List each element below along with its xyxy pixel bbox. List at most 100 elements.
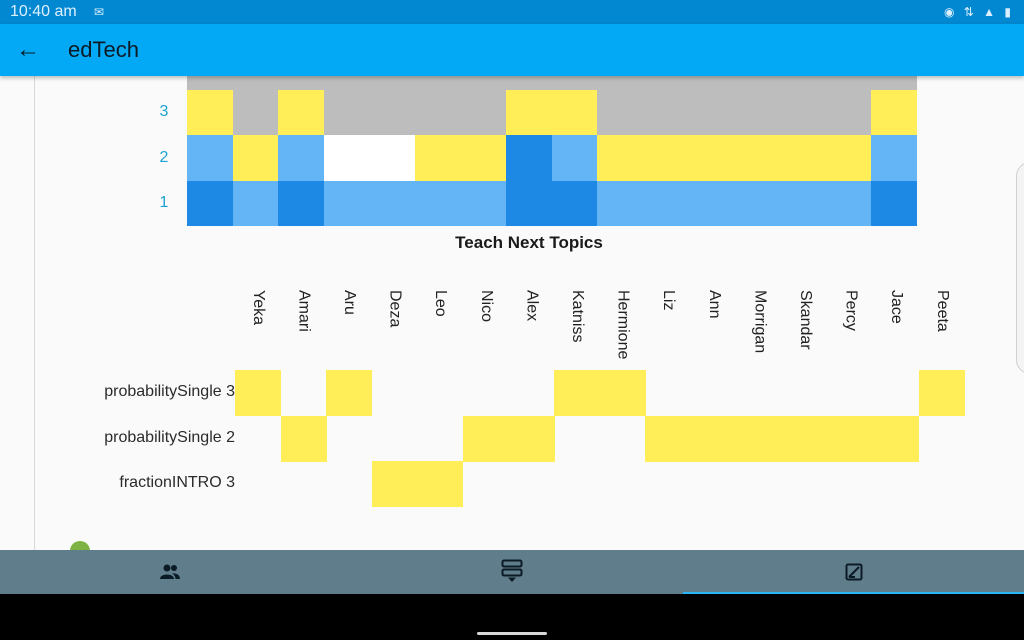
heatmap-cell [187, 89, 234, 136]
matrix-cell [873, 415, 920, 462]
heatmap-cell [323, 76, 370, 90]
student-column-label: Alex [523, 290, 541, 322]
heatmap-cell [597, 89, 644, 136]
heatmap-cell [643, 180, 690, 227]
student-column-label: Nico [477, 290, 495, 323]
matrix-cell [417, 461, 464, 508]
content-divider [34, 76, 35, 550]
heatmap-cell [506, 76, 553, 90]
heatmap-cell [643, 134, 690, 181]
heatmap-cell [734, 89, 781, 136]
heatmap-cell [871, 89, 918, 136]
heatmap-cell [597, 76, 644, 90]
student-column-label: Aru [341, 290, 358, 315]
student-column-label: Amari [295, 290, 313, 332]
student-column-label: Liz [660, 290, 678, 311]
heatmap-cell [688, 134, 735, 181]
heatmap-cell [551, 89, 598, 136]
heatmap-cell [187, 180, 234, 227]
student-column-label: Morrigan [751, 290, 769, 354]
matrix-cell [371, 461, 418, 508]
level-tick-label: 3 [159, 103, 169, 120]
student-column-label: Katniss [569, 290, 586, 343]
heatmap-cell [415, 180, 462, 227]
heatmap-cell [278, 180, 325, 227]
student-column-label: Percy [842, 290, 860, 331]
matrix-cell [691, 415, 738, 462]
back-arrow-icon[interactable]: ← [16, 36, 40, 63]
student-column-label: Jace [888, 290, 906, 324]
nav-students-button[interactable] [0, 550, 341, 594]
topic-row-label: fractionINTRO 3 [119, 474, 235, 492]
heatmap-cell [232, 180, 279, 227]
heatmap-cell [779, 134, 826, 181]
matrix-cell [554, 370, 601, 417]
student-column-label: Skandar [797, 290, 814, 350]
heatmap-cell [278, 76, 325, 90]
heatmap-cell [597, 134, 644, 181]
student-column-label: Hermione [614, 290, 632, 360]
heatmap-cell [278, 89, 325, 136]
heatmap-cell [779, 180, 826, 227]
topic-row-label: probabilitySingle 3 [104, 383, 235, 400]
split-list-icon [501, 559, 523, 582]
report-content[interactable]: 1 2 3 Teach Next Topics Yeka Amari Aru Deza Le… [0, 76, 1024, 550]
heatmap-cell [688, 76, 735, 90]
heatmap-cell [643, 89, 690, 136]
chart-box-icon [845, 563, 863, 581]
home-gesture-handle[interactable] [477, 632, 547, 635]
heatmap-cell [460, 76, 507, 90]
app-title: edTech [68, 37, 139, 62]
nav-reports-button[interactable] [683, 550, 1024, 594]
heatmap-cell [688, 89, 735, 136]
student-column-label: Deza [386, 290, 404, 328]
heatmap-cell [551, 134, 598, 181]
heatmap-cell [551, 180, 598, 227]
student-column-label: Peeta [933, 290, 951, 332]
matrix-cell [599, 370, 646, 417]
level-tick-label: 2 [159, 148, 169, 166]
heatmap-cell [460, 89, 507, 136]
heatmap-cell [323, 180, 370, 227]
heatmap-cell [506, 134, 553, 181]
matrix-cell [645, 415, 692, 462]
student-column-label: Yeka [249, 290, 267, 325]
heatmap-cell [369, 89, 416, 136]
matrix-cell [782, 415, 829, 462]
matrix-cell [508, 415, 555, 462]
bottom-navigation [0, 550, 1024, 594]
heatmap-cell [779, 76, 826, 90]
heatmap-cell [871, 134, 918, 181]
check-icon [70, 541, 90, 550]
heatmap-cell [460, 134, 507, 181]
heatmap-cell [871, 76, 918, 90]
system-navigation-bar [0, 594, 1024, 640]
heatmap-cell [688, 180, 735, 227]
heatmap-cell [506, 180, 553, 227]
level-tick-label: 1 [159, 194, 169, 212]
heatmap-cell [369, 180, 416, 227]
app-bar: ← edTech [0, 24, 1024, 76]
heatmap-cell [369, 134, 416, 181]
student-column-label: Leo [432, 290, 450, 317]
heatmap-cell [278, 134, 325, 181]
system-status-icons: ◉ ⇅ ▲ ▮ [943, 5, 1014, 19]
heatmap-cell [323, 89, 370, 136]
heatmap-cell [825, 134, 872, 181]
student-column-label: Ann [705, 290, 723, 319]
side-drawer-handle[interactable] [1016, 162, 1024, 374]
heatmap-cell [415, 76, 462, 90]
heatmap-cell [825, 76, 872, 90]
heatmap-cell [415, 134, 462, 181]
mail-notification-icon: ✉ [94, 5, 105, 19]
nav-groups-button[interactable] [341, 550, 682, 594]
heatmap-cell [232, 134, 279, 181]
heatmap-cell [825, 89, 872, 136]
heatmap-cell [232, 89, 279, 136]
heatmap-cell [734, 180, 781, 227]
matrix-cell [326, 370, 373, 417]
heatmap-cell [779, 89, 826, 136]
status-bar: 10:40 am ✉ ◉ ⇅ ▲ ▮ [0, 0, 1024, 24]
matrix-cell [736, 415, 783, 462]
heatmap-cell [551, 76, 598, 90]
